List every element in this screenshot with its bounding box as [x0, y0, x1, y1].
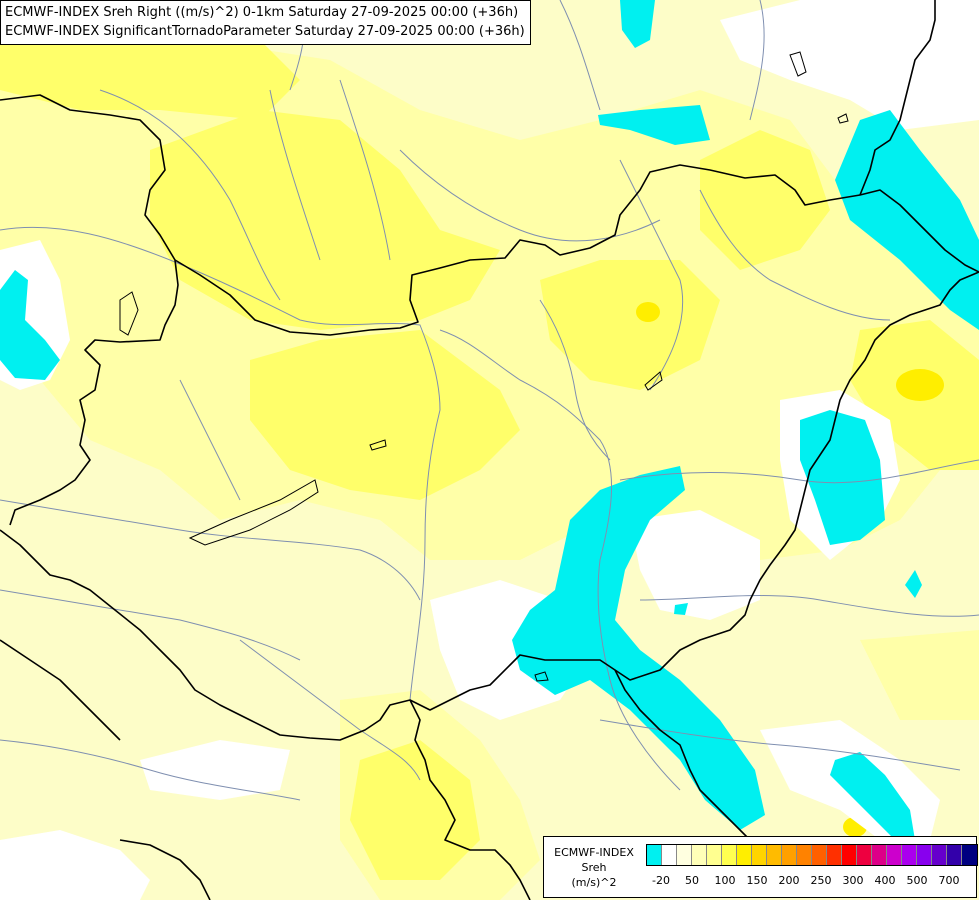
legend-tick-label: -20 [652, 874, 670, 887]
legend-swatch [662, 845, 677, 865]
legend-title-line-3: (m/s)^2 [571, 876, 617, 889]
lakes [119, 51, 849, 682]
legend-title: ECMWF-INDEX Sreh (m/s)^2 [548, 845, 640, 890]
legend-swatch [932, 845, 947, 865]
legend-swatches [646, 844, 978, 866]
legend-swatch [677, 845, 692, 865]
legend-tick-label: 100 [714, 874, 736, 887]
legend-tick-label: 300 [842, 874, 864, 887]
legend-swatch [887, 845, 902, 865]
chart-header: ECMWF-INDEX Sreh Right ((m/s)^2) 0-1km S… [0, 0, 531, 45]
legend-tick-label: 150 [746, 874, 768, 887]
header-line-2: ECMWF-INDEX SignificantTornadoParameter … [5, 24, 525, 39]
legend-tick-label: 700 [938, 874, 960, 887]
legend-swatch [752, 845, 767, 865]
color-legend: ECMWF-INDEX Sreh (m/s)^2 -20 50 100 150 200 2… [543, 836, 978, 898]
legend-swatch [707, 845, 722, 865]
rivers [0, 0, 979, 801]
legend-title-line-1: ECMWF-INDEX [554, 846, 634, 859]
legend-swatch [782, 845, 797, 865]
legend-tick-label: 500 [906, 874, 928, 887]
legend-swatch [647, 845, 662, 865]
legend-swatch [812, 845, 827, 865]
legend-tick-label: 50 [685, 874, 699, 887]
legend-tick-label: 200 [778, 874, 800, 887]
legend-swatch [767, 845, 782, 865]
sreh-zone-yellow [0, 15, 979, 880]
legend-swatch [827, 845, 842, 865]
legend-swatch [902, 845, 917, 865]
legend-swatch [737, 845, 752, 865]
legend-swatch [842, 845, 857, 865]
legend-swatch [962, 845, 977, 865]
legend-swatch [722, 845, 737, 865]
legend-swatch [947, 845, 962, 865]
legend-title-line-2: Sreh [581, 861, 607, 874]
legend-swatch [857, 845, 872, 865]
legend-swatch [872, 845, 887, 865]
legend-swatch [692, 845, 707, 865]
legend-swatch [797, 845, 812, 865]
legend-tick-label: 250 [810, 874, 832, 887]
header-line-1: ECMWF-INDEX Sreh Right ((m/s)^2) 0-1km S… [5, 5, 519, 20]
legend-swatch [917, 845, 932, 865]
legend-tick-label: 400 [874, 874, 896, 887]
